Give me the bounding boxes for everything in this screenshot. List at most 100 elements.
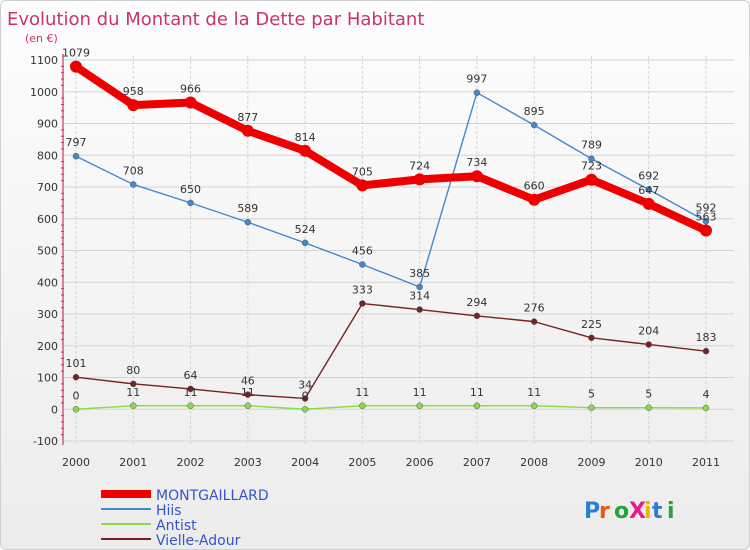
data-label: 895 [524, 105, 545, 118]
data-label: 456 [352, 244, 373, 257]
data-point [359, 402, 366, 410]
y-tick-label: 0 [51, 403, 58, 416]
x-tick-label: 2010 [635, 456, 663, 469]
data-point [702, 347, 710, 355]
data-point [244, 218, 252, 226]
x-tick-label: 2006 [406, 456, 434, 469]
data-label: 692 [638, 170, 659, 183]
data-point [473, 89, 481, 96]
data-label: 333 [352, 284, 373, 297]
x-tick-label: 2008 [520, 456, 548, 469]
data-label: 225 [581, 318, 602, 331]
data-point [645, 404, 652, 411]
data-label: 734 [466, 156, 487, 169]
y-tick-label: 900 [37, 118, 58, 131]
y-tick-label: 200 [37, 340, 58, 353]
data-label: 592 [696, 201, 717, 214]
data-label: 647 [638, 184, 659, 197]
chart-subtitle: (en €) [25, 32, 58, 45]
data-label: 589 [237, 202, 258, 215]
data-point [72, 152, 80, 160]
logo-letter: i [644, 499, 652, 524]
series-antist: 0 11 11 11 0 11 11 11 11 5 5 4 [72, 386, 710, 413]
data-point [585, 173, 598, 186]
data-point [642, 197, 655, 210]
data-label: 11 [413, 386, 427, 399]
data-point [127, 99, 140, 112]
data-point [130, 402, 137, 410]
data-label: 294 [466, 296, 487, 309]
data-point [187, 385, 194, 393]
proxiti-logo: Pr o Xi t i [584, 499, 675, 524]
axes: -100010020030040050060070080090010001100… [30, 54, 720, 469]
data-label: 314 [409, 290, 430, 303]
data-point [416, 402, 423, 410]
data-label: 724 [409, 159, 430, 172]
logo-letter: o [614, 499, 629, 524]
data-label: 4 [703, 388, 710, 401]
data-label: 877 [237, 111, 258, 124]
y-tick-label: 600 [37, 213, 58, 226]
logo-letter: r [599, 499, 610, 524]
data-point [702, 404, 710, 412]
data-point [473, 312, 481, 320]
data-point [244, 402, 252, 410]
data-point [130, 380, 137, 388]
data-label: 204 [638, 324, 659, 337]
data-point [72, 406, 80, 413]
data-label: 11 [470, 386, 484, 399]
series-line [75, 302, 707, 400]
x-tick-label: 2009 [577, 456, 605, 469]
data-label: 385 [409, 267, 430, 280]
data-label: 183 [696, 331, 717, 344]
logo-letter: t [652, 499, 663, 524]
data-label: 34 [298, 378, 312, 391]
data-label: 705 [352, 165, 373, 178]
series-montgaillard: 1079 958 966 877 814 705 724 734 660 723 647 563 [62, 47, 717, 237]
data-point [702, 218, 710, 225]
data-point [301, 395, 309, 402]
data-label: 11 [355, 386, 369, 399]
series-hiis: 797 708 650 589 524 456 385 997 895 789 692 592 [66, 73, 717, 291]
data-point [301, 239, 309, 247]
data-label: 966 [180, 83, 201, 96]
data-point [645, 341, 652, 348]
data-point [588, 155, 595, 162]
x-tick-label: 2000 [62, 456, 90, 469]
data-label: 797 [66, 136, 87, 149]
data-label: 0 [73, 389, 80, 402]
data-point [244, 391, 252, 398]
data-point [187, 402, 194, 410]
data-label: 64 [184, 369, 198, 382]
series-line [75, 92, 707, 288]
data-point [241, 124, 254, 137]
data-point [530, 402, 538, 410]
data-label: 11 [184, 386, 198, 399]
data-point [530, 318, 538, 325]
data-point [184, 96, 197, 109]
logo-letter: i [667, 499, 675, 524]
y-tick-label: 300 [37, 308, 58, 321]
y-tick-label: 400 [37, 276, 58, 289]
data-point [301, 406, 309, 413]
data-point [588, 404, 595, 411]
data-label: 11 [241, 386, 255, 399]
x-tick-label: 2005 [348, 456, 376, 469]
data-point [72, 373, 80, 381]
data-label: 1079 [62, 47, 90, 60]
data-label: 524 [295, 223, 316, 236]
data-label: 276 [524, 302, 545, 315]
x-tick-label: 2004 [291, 456, 319, 469]
data-label: 563 [696, 210, 717, 223]
data-point [645, 186, 652, 193]
data-point [299, 144, 312, 157]
x-tick-label: 2003 [234, 456, 262, 469]
logo-letter: P [584, 499, 600, 524]
legend-label: MONTGAILLARD [156, 488, 269, 504]
data-label: 0 [302, 389, 309, 402]
y-tick-label: 700 [37, 181, 58, 194]
x-tick-label: 2001 [119, 456, 147, 469]
data-label: 723 [581, 160, 602, 173]
